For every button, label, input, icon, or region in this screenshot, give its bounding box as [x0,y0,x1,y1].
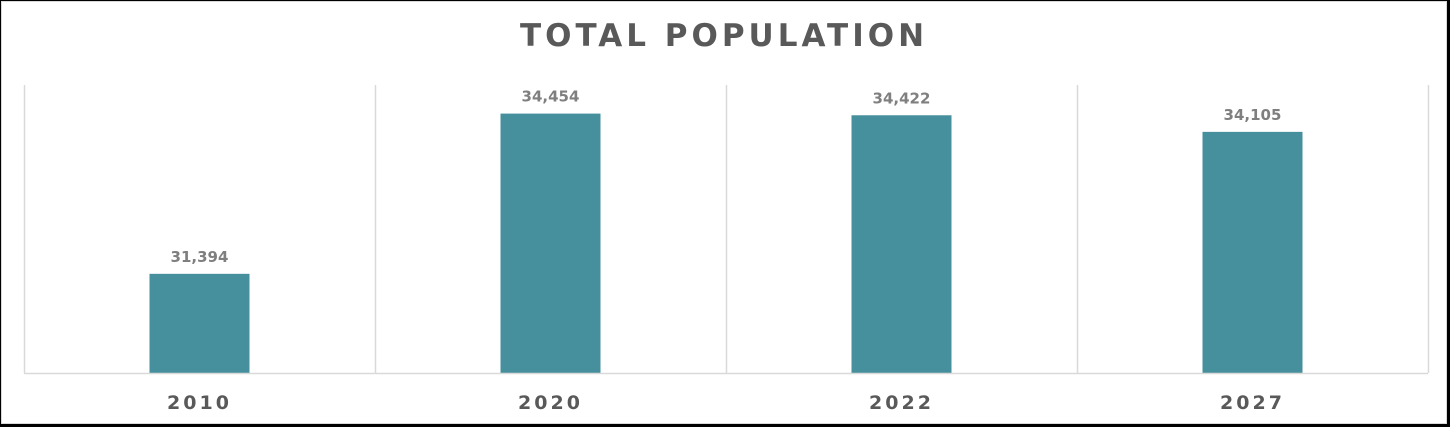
bar-2022[interactable] [851,115,952,374]
data-label-2020: 34,454 [522,88,580,106]
data-label-2027: 34,105 [1224,106,1282,124]
chart-title: TOTAL POPULATION [519,18,929,54]
x-tick-label-2027: 2027 [1220,392,1285,414]
data-label-2022: 34,422 [873,89,931,107]
data-label-2010: 31,394 [171,248,229,266]
bar-2010[interactable] [149,273,250,373]
bar-2020[interactable] [500,113,601,373]
x-tick-label-2020: 2020 [518,392,583,414]
x-tick-label-2010: 2010 [167,392,232,414]
bar-2027[interactable] [1202,131,1303,373]
x-tick-label-2022: 2022 [869,392,934,414]
